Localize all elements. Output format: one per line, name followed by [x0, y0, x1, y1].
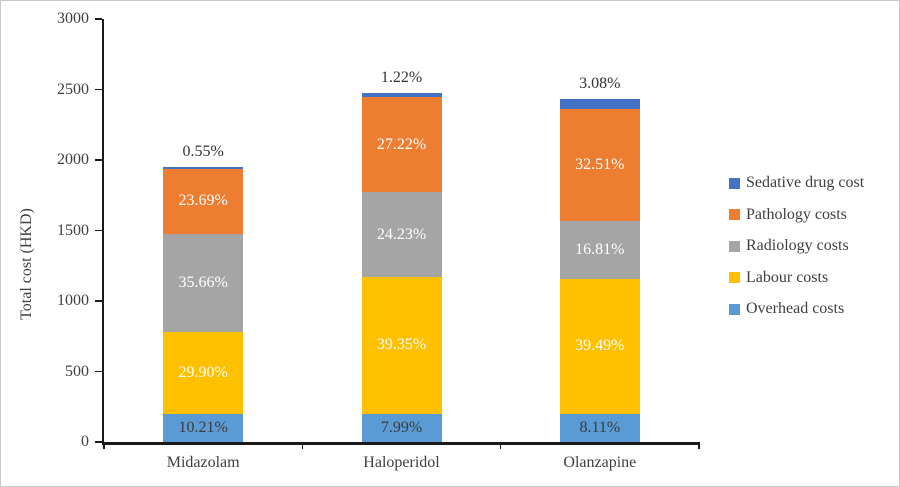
- y-axis-tick: [95, 441, 102, 443]
- segment-percent-label: 10.21%: [178, 418, 228, 436]
- segment-percent-label: 39.49%: [575, 337, 625, 355]
- y-axis-line: [102, 19, 104, 444]
- y-axis-tick: [95, 300, 102, 302]
- y-axis-tick-label: 0: [81, 433, 89, 450]
- total-percent-label: 3.08%: [579, 74, 621, 92]
- legend-item: Pathology costs: [729, 205, 864, 225]
- y-axis-tick-label: 2500: [57, 80, 89, 98]
- legend-label: Pathology costs: [746, 205, 847, 223]
- y-axis-tick-label: 3000: [57, 10, 89, 27]
- bar-segment: 10.21%: [163, 413, 244, 442]
- legend-label: Overhead costs: [746, 300, 845, 317]
- x-axis-tick: [103, 442, 105, 449]
- x-axis-line: [102, 442, 699, 445]
- bar-segment: 39.49%: [559, 278, 640, 415]
- bar-segment: 39.35%: [361, 276, 442, 415]
- segment-percent-label: 8.11%: [579, 419, 621, 437]
- segment-percent-label: 24.23%: [376, 225, 427, 243]
- legend: Sedative drug cost Pathology costs Radiolo…: [729, 173, 864, 331]
- y-axis-tick-label: 500: [65, 362, 89, 380]
- bar-segment: 27.22%: [361, 97, 442, 193]
- y-axis-tick: [95, 229, 102, 232]
- segment-percent-label: 7.99%: [380, 419, 423, 437]
- bar-segment: [361, 92, 442, 98]
- x-axis-tick: [698, 442, 700, 449]
- y-axis-tick: [95, 159, 102, 161]
- category-label: Midazolam: [166, 454, 240, 471]
- legend-item: Overhead costs: [729, 299, 864, 319]
- segment-percent-label: 35.66%: [178, 273, 228, 291]
- bar-segment: 23.69%: [163, 168, 244, 234]
- y-axis-tick-label: 1500: [57, 221, 89, 239]
- legend-label: Radiology costs: [746, 237, 849, 254]
- legend-swatch-icon: [729, 240, 740, 252]
- y-axis-tick: [95, 370, 102, 373]
- category-label: Olanzapine: [563, 454, 637, 471]
- segment-percent-label: 16.81%: [575, 240, 625, 258]
- segment-percent-label: 32.51%: [575, 156, 625, 174]
- y-axis-tick-label: 1000: [57, 292, 89, 309]
- y-axis-tick: [95, 88, 102, 91]
- segment-percent-label: 23.69%: [178, 192, 228, 210]
- bar-segment: 29.90%: [163, 331, 244, 414]
- legend-swatch-icon: [729, 209, 740, 220]
- bar-segment: 16.81%: [559, 220, 640, 279]
- legend-swatch-icon: [729, 272, 740, 283]
- bar-segment: [163, 167, 244, 169]
- total-percent-label: 1.22%: [380, 68, 423, 86]
- bar-segment: 32.51%: [559, 109, 640, 221]
- segment-percent-label: 27.22%: [376, 135, 427, 153]
- legend-label: Sedative drug cost: [746, 174, 865, 191]
- legend-swatch-icon: [729, 177, 740, 189]
- x-axis-tick: [499, 442, 502, 449]
- bar-segment: 7.99%: [361, 414, 442, 442]
- bar-segment: 8.11%: [559, 414, 640, 442]
- segment-percent-label: 39.35%: [376, 336, 427, 354]
- segment-percent-label: 29.90%: [178, 363, 228, 381]
- bar-segment: 24.23%: [361, 192, 442, 277]
- legend-item: Sedative drug cost: [729, 173, 864, 193]
- total-percent-label: 0.55%: [182, 143, 224, 161]
- legend-label: Labour costs: [746, 268, 829, 286]
- legend-item: Labour costs: [729, 268, 864, 288]
- bar-segment: [559, 98, 640, 110]
- y-axis-tick: [95, 18, 102, 20]
- y-axis-tick-label: 2000: [57, 151, 89, 168]
- x-axis-tick: [301, 442, 304, 449]
- legend-swatch-icon: [729, 303, 740, 315]
- bar-segment: 35.66%: [163, 233, 244, 332]
- plot-area: 0 500 1000 1500 2000 2500 3000 Midazolam 10.21% 2…: [57, 10, 700, 471]
- category-label: Haloperidol: [363, 454, 440, 471]
- legend-item: Radiology costs: [729, 236, 864, 256]
